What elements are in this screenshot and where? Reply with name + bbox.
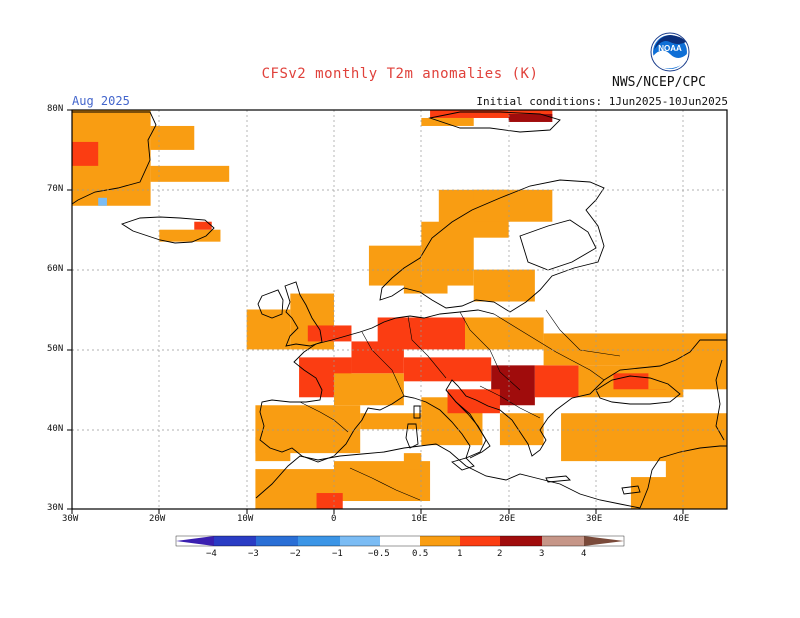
lon-label: 10E [411,514,428,524]
colorbar-label: −2 [290,549,301,559]
map-title: CFSv2 monthly T2m anomalies (K) [261,66,539,82]
anomaly-cell [98,197,107,206]
lon-label: 20W [149,514,166,524]
colorbar-swatch [340,536,380,546]
anomaly-cell [648,357,727,390]
lon-label: 30E [586,514,603,524]
lon-label: 10W [237,514,254,524]
agency-label: NWS/NCEP/CPC [612,75,706,90]
anomaly-cell [150,125,195,150]
anomaly-cell [421,117,474,126]
anomaly-cell [403,357,492,382]
colorbar-swatch [380,536,420,546]
colorbar-label: −0.5 [368,549,390,559]
anomaly-cell [534,365,579,398]
anomaly-cell [403,277,448,294]
lon-label: 20E [499,514,516,524]
colorbar-label: 2 [497,549,503,559]
colorbar-swatch [256,536,298,546]
graticule [72,110,727,509]
anomaly-cell [194,221,212,230]
lat-label: 50N [47,344,64,354]
anomaly-cell [508,113,553,122]
forecast-period: Aug 2025 [72,94,130,108]
anomaly-cell [159,229,221,242]
lon-label: 40E [673,514,690,524]
colorbar-label: −1 [332,549,343,559]
colorbar-label: 4 [581,549,587,559]
anomaly-cell [360,413,422,430]
colorbar-swatch [500,536,542,546]
lon-label: 0 [331,514,337,524]
anomaly-cell [307,325,352,342]
lat-label: 60N [47,264,64,274]
anomaly-cell [150,165,230,182]
anomaly-cell [630,477,727,509]
anomaly-cell [377,317,465,350]
colorbar-arrow-left [176,536,214,546]
anomaly-cell [72,141,99,166]
anomaly-cell [473,189,553,222]
lat-label: 70N [47,184,64,194]
anomaly-cell [499,413,544,446]
colorbar-label: 1 [457,549,463,559]
colorbar-swatch [542,536,584,546]
anomaly-cell [473,269,535,302]
noaa-logo: NOAA [650,32,690,72]
colorbar-swatch [420,536,460,546]
anomaly-cell [403,453,422,470]
colorbar-swatch [460,536,500,546]
anomaly-cell [430,110,553,118]
lon-label: 30W [62,514,79,524]
colorbar-label: 3 [539,549,545,559]
lat-label: 80N [47,104,64,114]
anomaly-cell [246,309,291,350]
colorbar-label: 0.5 [412,549,429,559]
colorbar-arrow-right [584,536,624,546]
noaa-logo-text: NOAA [658,44,682,53]
map-frame [71,109,728,510]
colorbar-swatch [214,536,256,546]
colorbar-swatch [298,536,340,546]
lat-label: 30N [47,503,64,513]
initial-conditions: Initial conditions: 1Jun2025-10Jun2025 [476,95,728,108]
anomaly-cell [465,317,544,350]
axis-ticks [67,109,684,514]
anomaly-cell [316,493,343,509]
anomaly-cell [334,373,404,406]
colorbar-label: −4 [206,549,217,559]
colorbar [175,535,625,547]
coastlines [72,111,727,509]
colorbar-label: −3 [248,549,259,559]
lat-label: 40N [47,424,64,434]
